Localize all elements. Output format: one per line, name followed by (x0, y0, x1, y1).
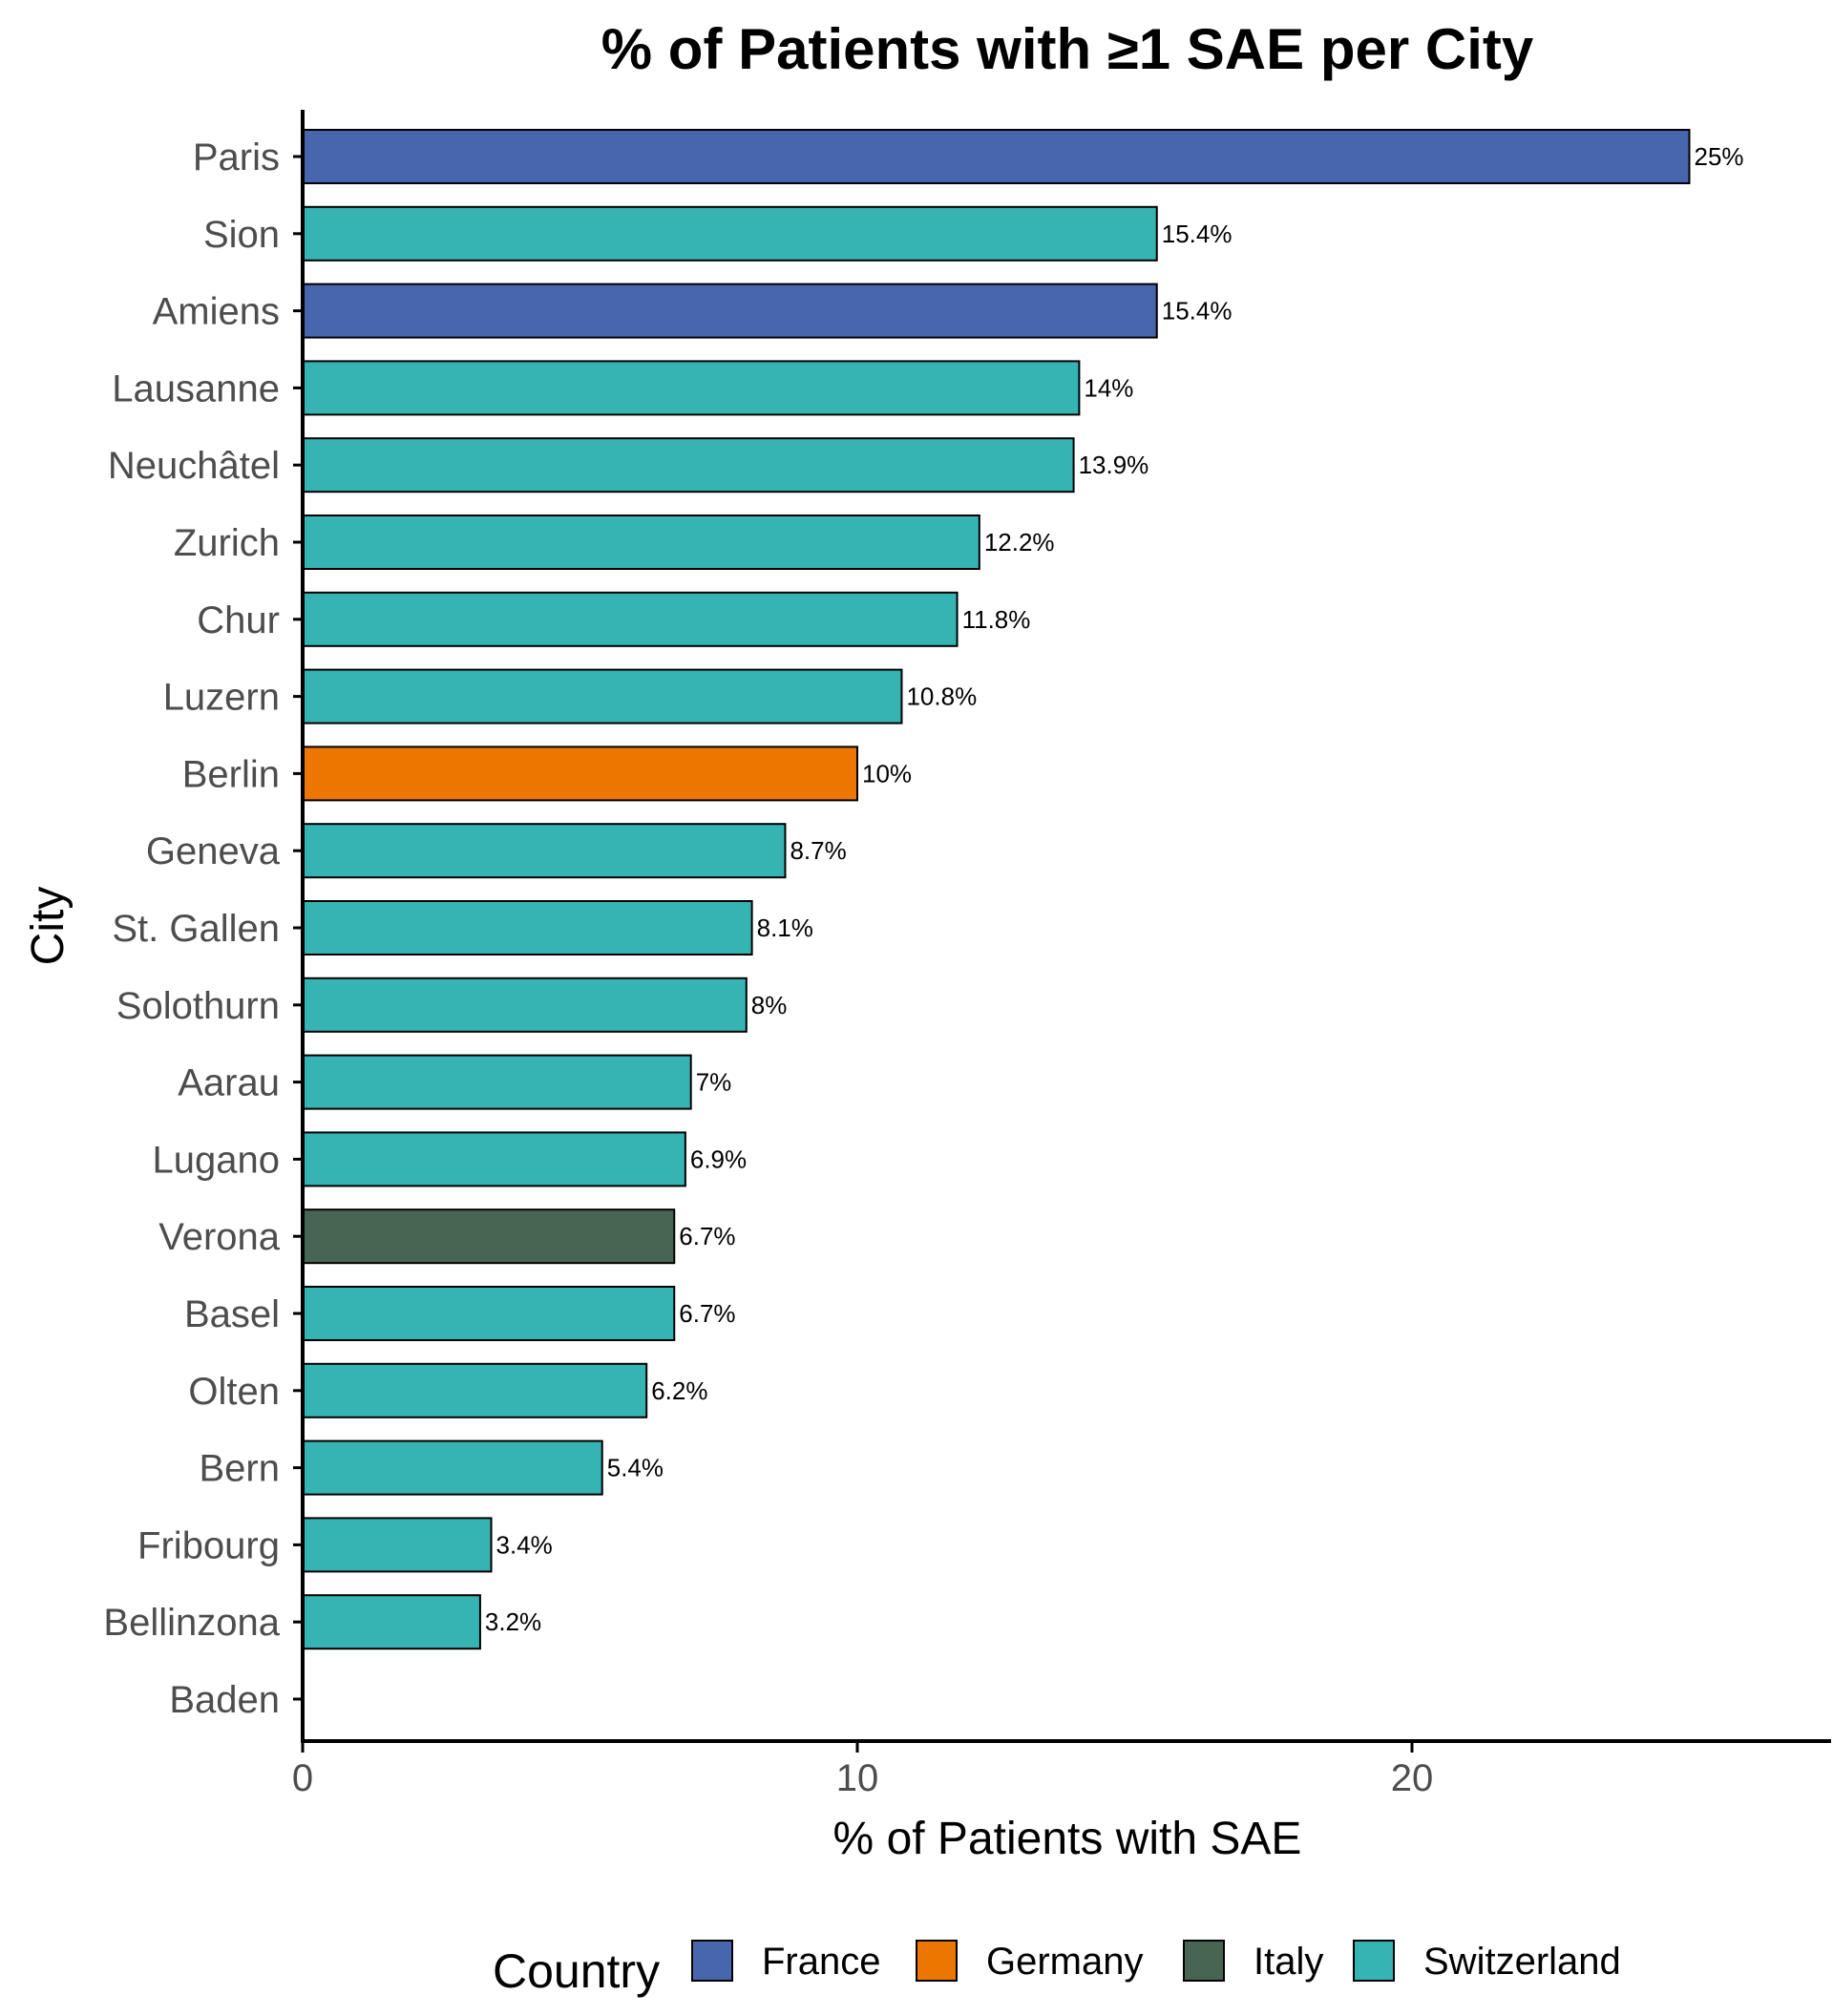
bar-st-gallen (302, 900, 753, 956)
bar-basel (302, 1286, 676, 1341)
bar-luzern (302, 668, 903, 724)
y-axis-title: City (23, 887, 74, 966)
data-label-paris: 25% (1695, 142, 1744, 171)
data-label-lugano: 6.9% (690, 1144, 747, 1173)
bar-bellinzona (302, 1594, 481, 1650)
legend-label-germany: Germany (986, 1941, 1144, 1983)
category-label-sion: Sion (203, 214, 280, 256)
x-tick-label-0: 0 (292, 1757, 313, 1799)
x-tick-label-20: 20 (1391, 1757, 1434, 1799)
legend-label-italy: Italy (1254, 1941, 1323, 1983)
bar-lugano (302, 1131, 686, 1187)
category-labels: Paris Sion Amiens Lausanne Neuchâtel Zurich Ch… (103, 136, 303, 1721)
category-label-chur: Chur (197, 599, 280, 641)
category-label-berlin: Berlin (182, 753, 280, 795)
category-label-aarau: Aarau (178, 1062, 280, 1104)
bar-olten (302, 1362, 648, 1418)
category-label-st-gallen: St. Gallen (112, 908, 280, 950)
bar-chur (302, 591, 959, 647)
bar-verona (302, 1208, 676, 1265)
category-label-neuchatel: Neuchâtel (108, 445, 280, 487)
bars-layer (302, 129, 1691, 1650)
data-label-bern: 5.4% (607, 1454, 664, 1482)
x-axis-title: % of Patients with SAE (833, 1814, 1302, 1864)
bar-amiens (302, 283, 1158, 339)
bar-zurich (302, 514, 980, 570)
legend: Country France Germany Italy Switzerland (493, 1940, 1621, 1998)
legend-key-germany (916, 1940, 958, 1982)
data-label-aarau: 7% (696, 1068, 732, 1097)
legend-title: Country (493, 1944, 660, 1998)
bar-berlin (302, 746, 858, 802)
category-label-olten: Olten (188, 1371, 280, 1413)
category-label-lausanne: Lausanne (112, 368, 280, 410)
bar-solothurn (302, 976, 748, 1033)
data-label-st-gallen: 8.1% (757, 914, 813, 942)
bar-aarau (302, 1054, 692, 1110)
category-label-amiens: Amiens (153, 291, 280, 333)
data-label-olten: 6.2% (651, 1376, 707, 1405)
legend-key-france (691, 1940, 733, 1982)
data-label-sion: 15.4% (1162, 220, 1233, 248)
legend-key-italy (1183, 1940, 1225, 1982)
data-label-neuchatel: 13.9% (1079, 451, 1149, 479)
bar-lausanne (302, 360, 1081, 416)
category-label-solothurn: Solothurn (116, 985, 280, 1027)
data-label-luzern: 10.8% (906, 682, 977, 711)
category-label-fribourg: Fribourg (137, 1524, 280, 1566)
bar-neuchatel (302, 437, 1075, 494)
data-label-basel: 6.7% (679, 1299, 735, 1328)
data-label-lausanne: 14% (1084, 373, 1133, 402)
chart-title: % of Patients with ≥1 SAE per City (601, 17, 1534, 81)
bar-paris (302, 129, 1691, 184)
data-label-chur: 11.8% (962, 605, 1031, 634)
category-label-bellinzona: Bellinzona (103, 1602, 280, 1644)
category-label-geneva: Geneva (146, 830, 281, 872)
x-tick-label-10: 10 (836, 1757, 879, 1799)
category-label-paris: Paris (193, 136, 280, 178)
legend-label-france: France (762, 1941, 881, 1983)
category-label-verona: Verona (158, 1216, 281, 1258)
data-label-verona: 6.7% (679, 1222, 735, 1250)
category-label-baden: Baden (169, 1679, 280, 1721)
bar-sion (302, 205, 1158, 262)
category-label-zurich: Zurich (174, 522, 280, 564)
x-ticks: 0 10 20 (292, 1741, 1433, 1799)
legend-label-switzerland: Switzerland (1423, 1941, 1621, 1983)
data-label-amiens: 15.4% (1162, 297, 1233, 326)
data-labels: 25% 15.4% 15.4% 14% 13.9% 12.2% 11.8% 10.8% 10% 8… (485, 142, 1744, 1636)
bar-geneva (302, 823, 787, 879)
bar-bern (302, 1439, 603, 1496)
data-label-bellinzona: 3.2% (485, 1607, 541, 1636)
data-label-zurich: 12.2% (984, 528, 1055, 556)
category-label-bern: Bern (200, 1448, 281, 1490)
legend-key-switzerland (1353, 1940, 1395, 1982)
data-label-fribourg: 3.4% (496, 1530, 553, 1559)
data-label-solothurn: 8% (751, 991, 788, 1019)
category-label-lugano: Lugano (153, 1139, 280, 1181)
category-label-basel: Basel (184, 1293, 280, 1335)
category-label-luzern: Luzern (163, 677, 280, 719)
bar-fribourg (302, 1517, 493, 1573)
data-label-berlin: 10% (862, 759, 912, 788)
data-label-geneva: 8.7% (790, 836, 846, 865)
